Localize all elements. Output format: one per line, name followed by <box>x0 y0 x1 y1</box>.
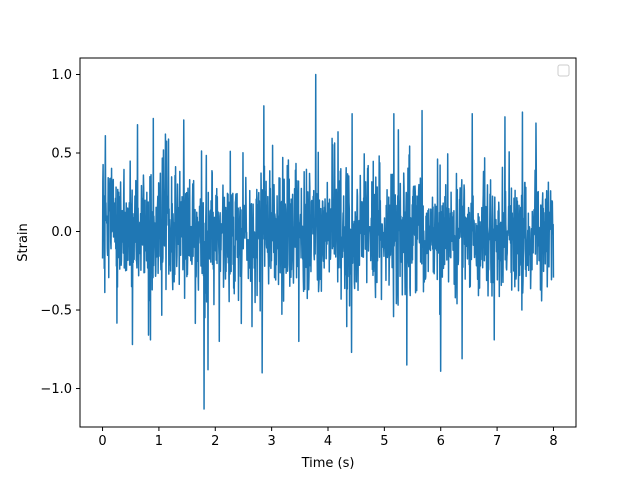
x-tick-label: 7 <box>493 434 501 449</box>
x-tick-label: 0 <box>98 434 106 449</box>
x-tick-label: 2 <box>211 434 219 449</box>
strain-series-line <box>101 73 555 410</box>
x-tick-label: 8 <box>549 434 557 449</box>
legend-box <box>557 64 570 77</box>
y-axis: −1.0 −0.5 0.0 0.5 1.0 <box>40 68 80 397</box>
x-axis-label: Time (s) <box>301 456 355 471</box>
y-tick-label: −0.5 <box>40 304 72 319</box>
x-axis: 0 1 2 3 4 5 6 7 8 <box>98 427 558 449</box>
y-tick-label: 0.5 <box>51 146 72 161</box>
x-tick-label: 5 <box>380 434 388 449</box>
x-tick-label: 4 <box>324 434 332 449</box>
y-tick-label: 0.0 <box>51 225 72 240</box>
y-tick-label: −1.0 <box>40 382 72 397</box>
y-tick-label: 1.0 <box>51 68 72 83</box>
x-tick-label: 3 <box>267 434 275 449</box>
series-layer <box>101 73 555 410</box>
x-tick-label: 6 <box>437 434 445 449</box>
x-tick-label: 1 <box>155 434 163 449</box>
y-axis-label: Strain <box>16 223 31 262</box>
